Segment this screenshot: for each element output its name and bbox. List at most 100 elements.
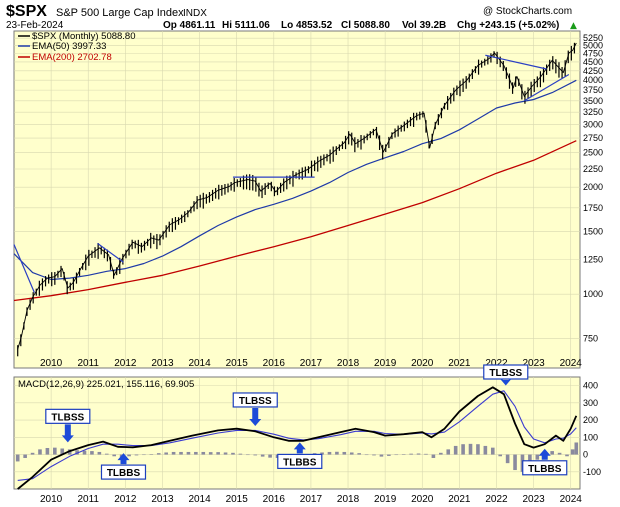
histogram-bar xyxy=(565,454,569,457)
histogram-bar xyxy=(431,454,436,458)
histogram-bar xyxy=(570,449,575,455)
arrow-up-icon xyxy=(293,442,306,454)
macd-tick-label: -100 xyxy=(583,467,601,477)
annotation-label: TLBSS xyxy=(489,368,522,379)
histogram-bar xyxy=(357,453,361,455)
histogram-bar xyxy=(246,454,250,456)
histogram-bar xyxy=(90,451,94,455)
histogram-bar xyxy=(461,444,465,455)
x-tick-label: 2017 xyxy=(300,358,323,369)
macd-x-tick-label: 2021 xyxy=(448,494,471,505)
histogram-bar xyxy=(260,454,265,457)
price-tick-label: 750 xyxy=(583,334,598,344)
histogram-bar xyxy=(194,451,198,455)
histogram-bar xyxy=(439,452,443,455)
macd-x-tick-label: 2012 xyxy=(114,494,137,505)
macd-tick-label: 100 xyxy=(583,432,598,442)
price-tick-label: 1000 xyxy=(583,289,603,299)
histogram-bar xyxy=(156,453,161,455)
macd-x-tick-label: 2014 xyxy=(188,494,211,505)
histogram-bar xyxy=(38,449,42,455)
arrow-up-icon xyxy=(538,448,551,460)
price-tick-label: 1750 xyxy=(583,203,603,213)
macd-x-tick-label: 2022 xyxy=(485,494,508,505)
macd-x-tick-label: 2011 xyxy=(77,494,99,505)
annotation-sell: TLBSS xyxy=(45,408,91,443)
histogram-bar xyxy=(97,451,102,455)
x-tick-label: 2023 xyxy=(522,358,545,369)
histogram-bar xyxy=(142,454,146,456)
legend-price: $SPX (Monthly) 5088.80 xyxy=(32,31,136,42)
histogram-bar xyxy=(409,453,413,455)
annotation-label-box xyxy=(522,460,568,476)
histogram-bar xyxy=(45,447,50,455)
annotation-buy: TLBBS xyxy=(522,448,568,476)
price-tick-label: 3750 xyxy=(583,85,603,95)
x-tick-label: 2019 xyxy=(374,358,397,369)
histogram-bar xyxy=(231,452,235,455)
histogram-bar xyxy=(179,451,183,455)
macd-x-tick-label: 2024 xyxy=(560,494,583,505)
price-tick-label: 3500 xyxy=(583,96,603,106)
histogram-bar xyxy=(557,452,562,455)
annotation-label-box xyxy=(232,392,278,408)
change-value: Chg +243.15 (+5.02%) xyxy=(457,20,559,31)
symbol-title: $SPX xyxy=(6,3,47,20)
price-tick-label: 5000 xyxy=(583,41,603,51)
x-tick-label: 2014 xyxy=(188,358,211,369)
macd-line xyxy=(17,386,578,490)
ohlc-open: Op 4861.11 xyxy=(163,20,216,31)
price-tick-label: 5250 xyxy=(583,33,603,43)
annotation-label-box xyxy=(277,453,323,470)
histogram-bar xyxy=(15,454,20,462)
macd-tick-label: 300 xyxy=(583,398,598,408)
histogram-bar xyxy=(535,454,540,460)
histogram-bar xyxy=(401,454,406,455)
macd-x-tick-label: 2020 xyxy=(411,494,434,505)
histogram-bar xyxy=(416,453,421,455)
histogram-bar xyxy=(82,450,87,455)
macd-legend: MACD(12,26,9) 225.021, 155.116, 69.905 xyxy=(18,379,194,390)
annotation-label: TLBBS xyxy=(528,464,562,475)
macd-tick-label: 200 xyxy=(583,415,598,425)
annotation-label: TLBSS xyxy=(51,412,84,423)
histogram-bar xyxy=(164,452,168,455)
annotation-buy: TLBBS xyxy=(277,442,323,470)
histogram-bar xyxy=(149,454,154,455)
x-tick-label: 2015 xyxy=(226,358,249,369)
arrow-down-icon xyxy=(249,407,262,426)
annotation-buy: TLBBS xyxy=(100,453,147,480)
exchange-label: INDX xyxy=(183,8,207,19)
price-tick-label: 2500 xyxy=(583,148,603,158)
histogram-bar xyxy=(335,451,339,455)
histogram-bar xyxy=(483,445,488,455)
histogram-bar xyxy=(60,448,65,455)
price-tick-label: 4250 xyxy=(583,66,603,76)
annotation-sell: TLBSS xyxy=(232,392,278,426)
x-tick-label: 2011 xyxy=(77,358,99,369)
x-tick-label: 2013 xyxy=(151,358,174,369)
annotation-label-box xyxy=(100,464,147,480)
arrow-down-icon xyxy=(61,424,74,443)
annotation-label-box xyxy=(483,364,529,380)
price-tick-label: 1500 xyxy=(583,227,603,237)
macd-tick-label: 0 xyxy=(583,450,588,460)
macd-x-tick-label: 2010 xyxy=(40,494,63,505)
price-tick-label: 2750 xyxy=(583,133,603,143)
histogram-bar xyxy=(30,452,35,455)
x-tick-label: 2022 xyxy=(485,358,508,369)
histogram-bar xyxy=(23,454,27,458)
macd-x-tick-label: 2018 xyxy=(337,494,360,505)
chart-date: 23-Feb-2024 xyxy=(6,20,64,31)
x-tick-label: 2010 xyxy=(40,358,63,369)
histogram-bar xyxy=(394,454,399,456)
price-tick-label: 2250 xyxy=(583,164,603,174)
arrow-down-icon xyxy=(499,378,512,386)
price-legend: $SPX (Monthly) 5088.80 EMA(50) 3997.33 E… xyxy=(18,31,136,63)
signal-line xyxy=(17,390,577,481)
x-tick-label: 2016 xyxy=(263,358,286,369)
annotation-label: TLBBS xyxy=(283,457,317,468)
legend-ema200: EMA(200) 2702.78 xyxy=(32,52,112,63)
volume-value: Vol 39.2B xyxy=(402,20,446,31)
histogram-bar xyxy=(208,452,213,455)
